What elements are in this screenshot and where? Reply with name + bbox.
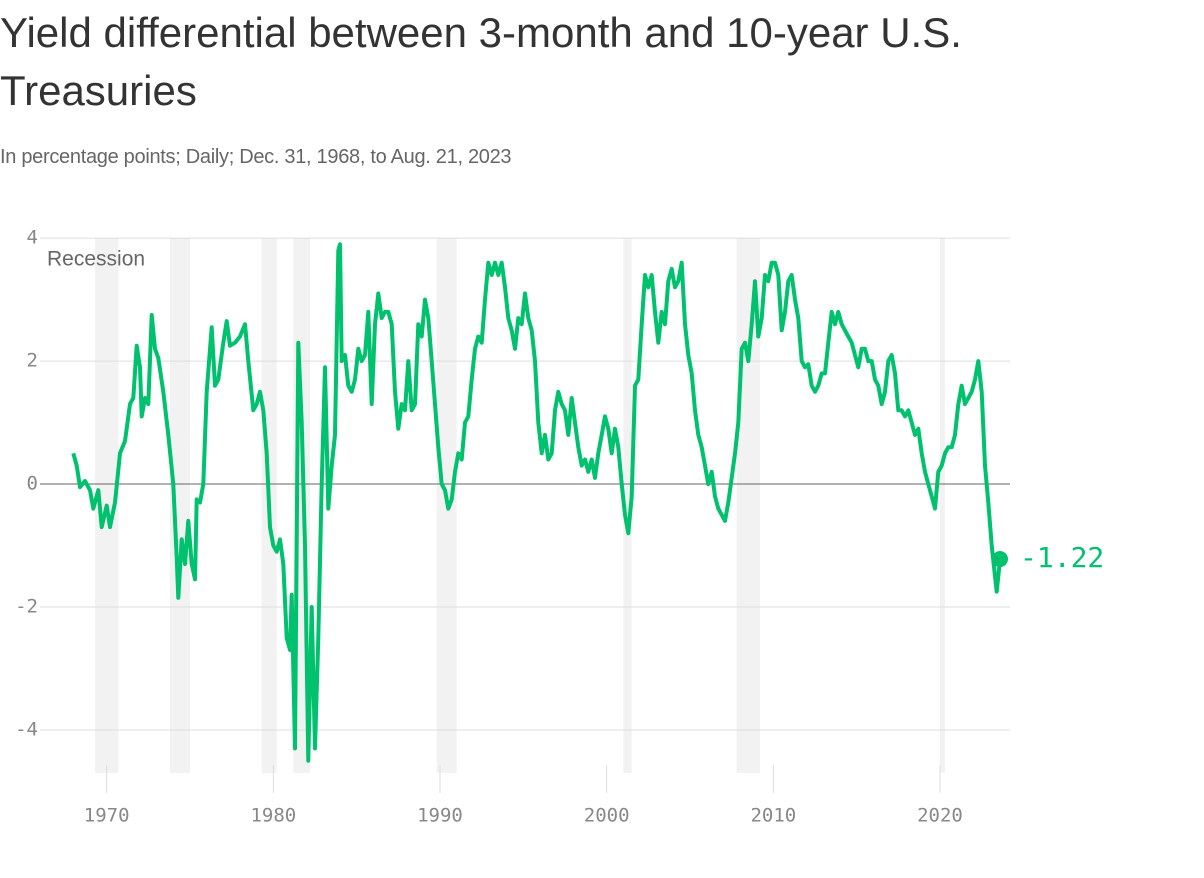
recession-label: Recession (47, 248, 145, 271)
chart-title: Yield differential between 3-month and 1… (0, 9, 962, 114)
x-tick-label: 1980 (250, 805, 296, 827)
x-tick-label: 2020 (917, 805, 963, 827)
chart-subtitle: In percentage points; Daily; Dec. 31, 19… (0, 146, 512, 168)
line (71, 242, 1002, 763)
y-tick-label: 0 (27, 473, 38, 495)
y-tick-label: -2 (15, 596, 38, 618)
x-tick-label: 1990 (417, 805, 463, 827)
x-tick-label: 1970 (84, 805, 130, 827)
y-tick-label: 2 (27, 350, 38, 372)
recession-band (170, 238, 190, 774)
recession-band (940, 238, 945, 774)
recession-band (623, 238, 632, 774)
y-tick-label: -4 (15, 718, 38, 740)
end-point (992, 551, 1008, 568)
y-tick-label: 4 (27, 227, 38, 249)
x-tick-label: 2000 (584, 805, 630, 827)
end-label: -1.22 (1020, 541, 1104, 574)
x-tick-label: 2010 (750, 805, 796, 827)
